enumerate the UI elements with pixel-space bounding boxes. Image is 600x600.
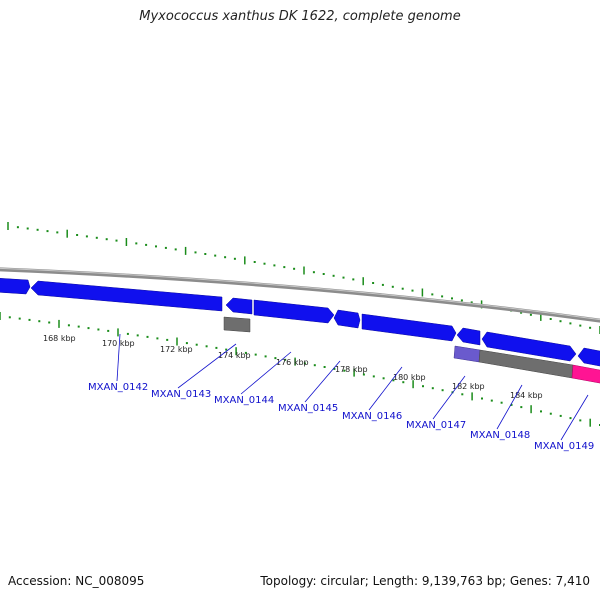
inner-tick-ring bbox=[0, 312, 600, 427]
tick-label: 178 kbp bbox=[335, 365, 368, 374]
gene-leader-line bbox=[560, 394, 589, 441]
tick-label: 168 kbp bbox=[43, 334, 76, 343]
gene-leader-line bbox=[496, 384, 523, 430]
reverse-strand bbox=[223, 316, 600, 384]
gene-feature[interactable] bbox=[30, 280, 223, 312]
tick-label: 180 kbp bbox=[393, 373, 426, 382]
accession-label: Accession: NC_008095 bbox=[8, 574, 145, 588]
gene-feature[interactable] bbox=[253, 299, 335, 324]
gene-feature[interactable] bbox=[223, 316, 251, 333]
gene-feature[interactable] bbox=[0, 278, 31, 295]
gene-leader-line bbox=[368, 366, 403, 411]
gene-leader-line bbox=[432, 375, 466, 420]
genome-backbone-highlight bbox=[0, 267, 600, 321]
tick-label: 172 kbp bbox=[160, 345, 193, 354]
gene-feature[interactable] bbox=[225, 297, 253, 315]
gene-label[interactable]: MXAN_0146 bbox=[342, 411, 402, 422]
gene-feature[interactable] bbox=[571, 364, 600, 384]
gene-feature[interactable] bbox=[577, 347, 600, 367]
gene-feature[interactable] bbox=[333, 309, 361, 329]
gene-label[interactable]: MXAN_0144 bbox=[214, 395, 274, 406]
gene-label[interactable]: MXAN_0145 bbox=[278, 403, 338, 414]
genome-stats-label: Topology: circular; Length: 9,139,763 bp… bbox=[260, 574, 590, 588]
gene-leader-line bbox=[116, 333, 121, 382]
gene-label[interactable]: MXAN_0149 bbox=[534, 441, 594, 452]
position-tick-labels: 168 kbp 170 kbp 172 kbp 174 kbp 176 kbp 178 k… bbox=[43, 334, 543, 400]
forward-strand bbox=[0, 278, 600, 367]
gene-label[interactable]: MXAN_0148 bbox=[470, 430, 530, 441]
tick-label: 176 kbp bbox=[276, 358, 309, 367]
genome-title: Myxococcus xanthus DK 1622, complete gen… bbox=[139, 9, 461, 24]
gene-feature[interactable] bbox=[361, 313, 457, 342]
gene-feature[interactable] bbox=[481, 331, 577, 362]
tick-label: 174 kbp bbox=[218, 351, 251, 360]
tick-label: 182 kbp bbox=[452, 382, 485, 391]
gene-feature[interactable] bbox=[453, 345, 481, 363]
gene-leader-line bbox=[240, 351, 292, 395]
tick-label: 184 kbp bbox=[510, 391, 543, 400]
gene-leader-line bbox=[177, 343, 237, 389]
gene-label[interactable]: MXAN_0142 bbox=[88, 382, 148, 393]
gene-leader-line bbox=[304, 360, 341, 403]
gene-label[interactable]: MXAN_0147 bbox=[406, 420, 466, 431]
gene-feature[interactable] bbox=[456, 327, 481, 346]
tick-label: 170 kbp bbox=[102, 339, 135, 348]
gene-label[interactable]: MXAN_0143 bbox=[151, 389, 211, 400]
genome-backbone bbox=[0, 267, 600, 323]
